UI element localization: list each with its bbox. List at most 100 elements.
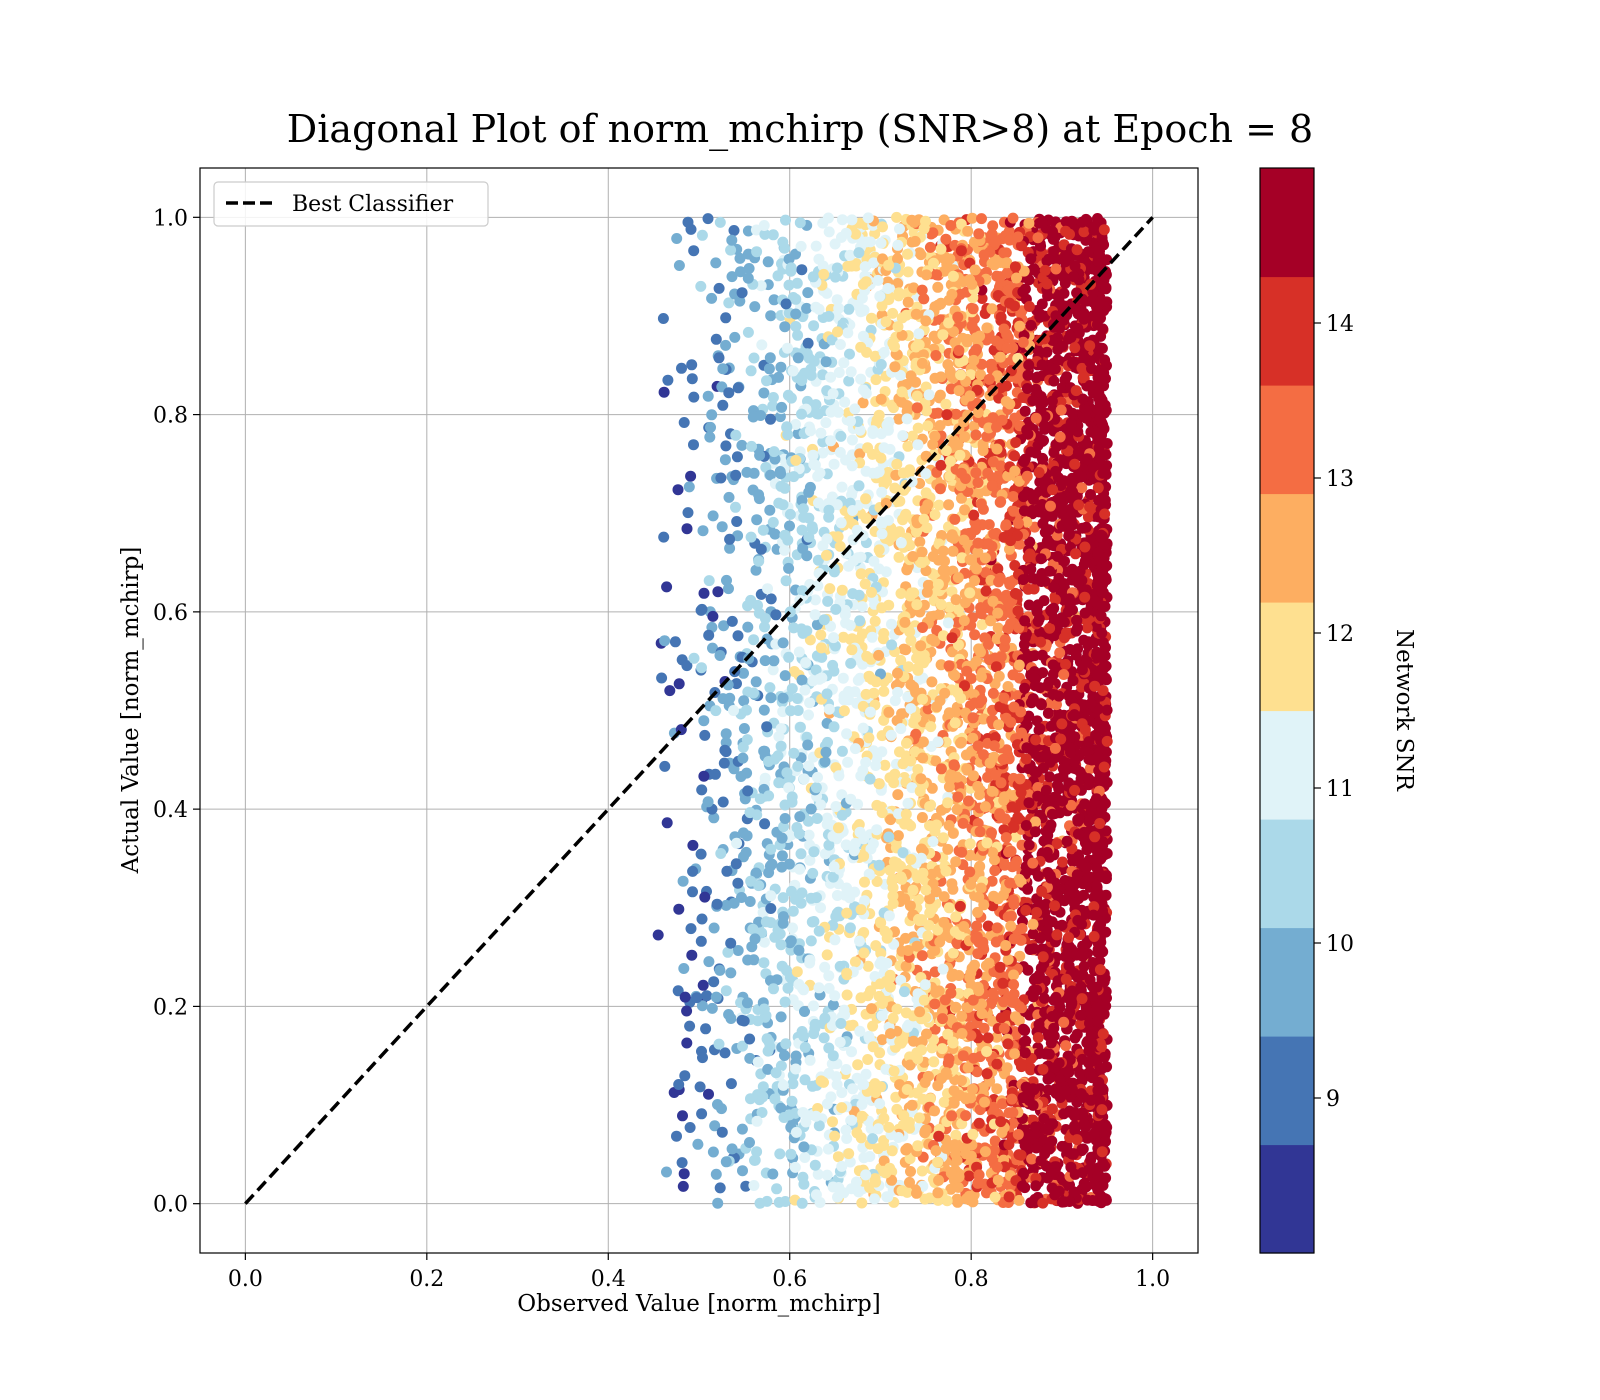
scatter-point bbox=[873, 649, 885, 661]
scatter-point bbox=[876, 1010, 888, 1022]
scatter-point bbox=[1016, 923, 1028, 934]
scatter-point bbox=[794, 863, 806, 875]
scatter-point bbox=[927, 227, 939, 239]
scatter-point bbox=[765, 903, 777, 914]
scatter-point bbox=[1029, 521, 1041, 533]
scatter-point bbox=[954, 356, 966, 368]
scatter-point bbox=[696, 662, 707, 674]
scatter-point bbox=[813, 1120, 825, 1132]
scatter-point bbox=[808, 1000, 819, 1012]
scatter-point bbox=[714, 964, 726, 976]
scatter-point bbox=[779, 321, 791, 333]
scatter-point bbox=[833, 367, 845, 378]
scatter-point bbox=[737, 741, 749, 753]
scatter-point bbox=[809, 609, 821, 621]
scatter-point bbox=[893, 413, 905, 425]
scatter-point bbox=[776, 401, 788, 413]
scatter-point bbox=[742, 326, 754, 338]
scatter-point bbox=[713, 282, 725, 294]
scatter-point bbox=[902, 296, 914, 308]
scatter-point bbox=[710, 333, 722, 345]
scatter-point bbox=[1039, 575, 1051, 587]
scatter-point bbox=[1014, 950, 1026, 962]
scatter-point bbox=[773, 777, 785, 789]
scatter-point bbox=[804, 854, 816, 866]
scatter-point bbox=[710, 705, 722, 717]
scatter-point bbox=[843, 375, 855, 387]
scatter-point bbox=[883, 706, 895, 718]
scatter-point bbox=[845, 657, 857, 669]
scatter-point bbox=[755, 280, 767, 292]
scatter-point bbox=[865, 324, 877, 336]
scatter-point bbox=[703, 629, 715, 641]
scatter-point bbox=[868, 257, 880, 269]
chart-title: Diagonal Plot of norm_mchirp (SNR>8) at … bbox=[287, 107, 1313, 152]
scatter-point bbox=[846, 644, 858, 656]
scatter-point bbox=[990, 936, 1002, 948]
scatter-point bbox=[790, 308, 802, 320]
scatter-point bbox=[1019, 1025, 1031, 1036]
scatter-point bbox=[783, 253, 795, 265]
scatter-point bbox=[1026, 1153, 1038, 1165]
scatter-point bbox=[788, 747, 800, 759]
scatter-point bbox=[821, 533, 833, 545]
scatter-point bbox=[894, 369, 906, 381]
scatter-point bbox=[916, 284, 928, 296]
scatter-point bbox=[836, 214, 848, 226]
scatter-point bbox=[859, 895, 871, 907]
scatter-point bbox=[749, 1154, 760, 1166]
scatter-point bbox=[664, 685, 676, 697]
scatter-point bbox=[854, 424, 866, 436]
scatter-point bbox=[980, 567, 991, 578]
scatter-point bbox=[1013, 1194, 1025, 1206]
scatter-point bbox=[849, 403, 861, 415]
scatter-point bbox=[1079, 607, 1091, 619]
scatter-point bbox=[775, 939, 787, 951]
scatter-point bbox=[744, 1052, 756, 1064]
scatter-point bbox=[1025, 1064, 1036, 1076]
scatter-point bbox=[938, 630, 949, 642]
scatter-point bbox=[813, 253, 825, 265]
scatter-point bbox=[1092, 482, 1104, 494]
scatter-point bbox=[677, 1180, 689, 1192]
scatter-point bbox=[987, 220, 999, 232]
scatter-point bbox=[716, 1103, 727, 1115]
scatter-point bbox=[952, 791, 964, 803]
scatter-point bbox=[888, 777, 900, 789]
scatter-point bbox=[878, 628, 890, 639]
scatter-point bbox=[862, 960, 874, 972]
scatter-point bbox=[767, 516, 779, 528]
scatter-point bbox=[887, 307, 899, 319]
scatter-point bbox=[734, 252, 746, 264]
scatter-point bbox=[1007, 1117, 1019, 1129]
scatter-point bbox=[685, 923, 697, 935]
scatter-point bbox=[725, 1078, 737, 1090]
scatter-point bbox=[810, 240, 822, 252]
scatter-point bbox=[754, 449, 766, 461]
scatter-point bbox=[862, 1054, 874, 1065]
scatter-point bbox=[1056, 718, 1068, 730]
scatter-point bbox=[701, 990, 713, 1002]
scatter-point bbox=[892, 239, 904, 251]
scatter-point bbox=[719, 1047, 731, 1059]
scatter-point bbox=[875, 452, 887, 464]
scatter-point bbox=[662, 374, 674, 386]
scatter-point bbox=[770, 609, 782, 621]
scatter-point bbox=[731, 678, 742, 690]
scatter-point bbox=[1032, 782, 1044, 793]
scatter-point bbox=[1100, 1000, 1112, 1012]
scatter-point bbox=[953, 988, 965, 999]
scatter-point bbox=[1021, 516, 1033, 528]
scatter-point bbox=[742, 621, 754, 633]
scatter-point bbox=[1090, 853, 1102, 865]
scatter-point bbox=[791, 693, 803, 704]
scatter-point bbox=[779, 544, 790, 556]
scatter-point bbox=[748, 687, 759, 699]
scatter-point bbox=[900, 508, 912, 520]
scatter-point bbox=[913, 1112, 925, 1124]
scatter-point bbox=[1085, 533, 1097, 545]
scatter-point bbox=[748, 352, 760, 364]
scatter-point bbox=[696, 913, 708, 925]
scatter-point bbox=[730, 501, 741, 513]
